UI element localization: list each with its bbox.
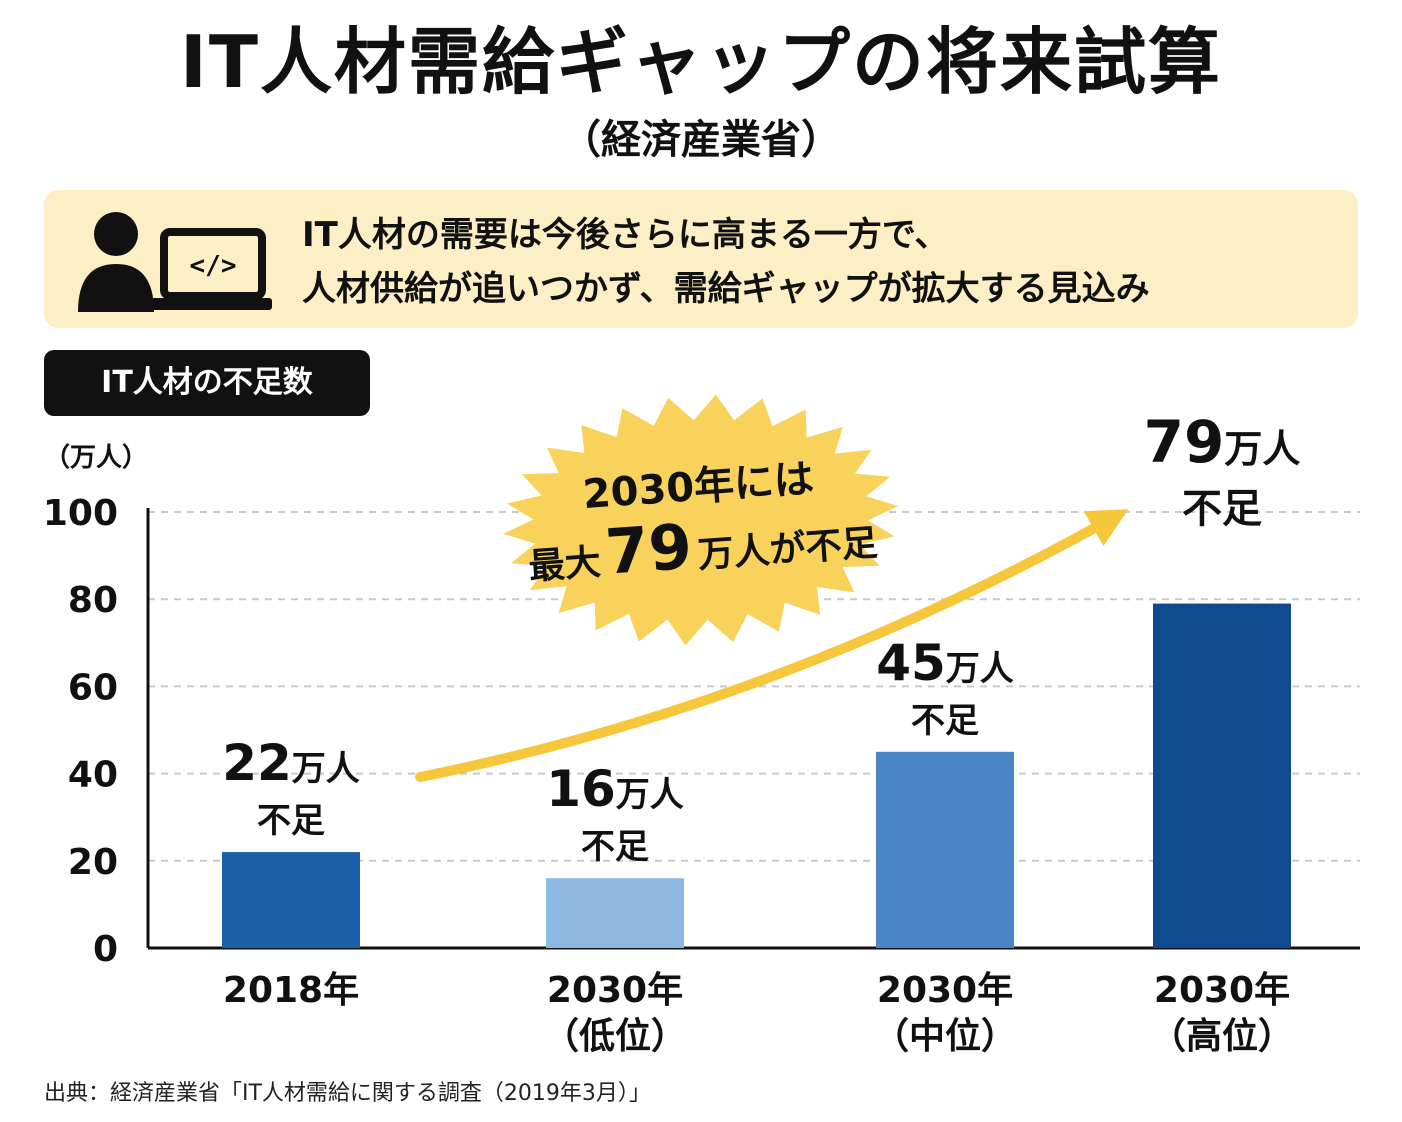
- x-tick-sublabel: （中位）: [873, 1016, 1017, 1057]
- x-tick-label: 2030年: [547, 970, 683, 1011]
- data-label-unit: 万人: [292, 749, 360, 789]
- page-subtitle: （経済産業省）: [561, 117, 841, 163]
- bar-3: [876, 751, 1014, 948]
- burst-shape: [503, 394, 899, 646]
- axis-layer: 0 20 40 60 80 100 2018年 2030年 （低位） 2030年 （中位） 2030年…: [43, 493, 1360, 1057]
- x-tick-sublabel: （高位）: [1150, 1016, 1294, 1057]
- x-tick-label: 2018年: [223, 970, 359, 1011]
- data-label-word: 不足: [581, 827, 649, 867]
- data-label: 45万人: [876, 634, 1014, 692]
- callout-prefix: 最大: [527, 542, 602, 588]
- trend-arrow: [415, 509, 1129, 782]
- callout-burst: 2030年には 最大 79 万人が不足: [503, 394, 899, 646]
- section-label: IT人材の不足数: [44, 350, 370, 416]
- x-tick-label: 2030年: [877, 970, 1013, 1011]
- data-label-word: 不足: [257, 801, 325, 841]
- page-title: IT人材需給ギャップの将来試算: [180, 20, 1222, 104]
- data-label-number: 22: [222, 734, 292, 792]
- bar-1: [222, 852, 360, 948]
- data-label-number: 16: [546, 760, 616, 818]
- y-tick-label: 60: [68, 667, 118, 708]
- source-footnote: 出典：経済産業省「IT人材需給に関する調査（2019年3月）」: [44, 1081, 651, 1106]
- y-tick-label: 40: [68, 755, 118, 796]
- x-tick-label: 2030年: [1154, 970, 1290, 1011]
- info-line-2: 人材供給が追いつかず、需給ギャップが拡大する見込み: [302, 269, 1150, 309]
- data-label: 22万人: [222, 734, 360, 792]
- data-label-unit: 万人: [946, 649, 1014, 689]
- info-text: IT人材の需要は今後さらに高まる一方で、 人材供給が追いつかず、需給ギャップが拡…: [302, 208, 1150, 316]
- y-tick-label: 0: [93, 929, 118, 970]
- x-tick-sublabel: （低位）: [543, 1016, 687, 1057]
- data-label-word: 不足: [1182, 486, 1262, 532]
- code-glyph: </>: [190, 251, 237, 281]
- bar-2: [546, 878, 684, 948]
- data-label: 79万人: [1144, 408, 1301, 476]
- y-tick-label: 80: [68, 580, 118, 621]
- data-label-number: 79: [1144, 408, 1225, 476]
- info-banner: </> IT人材の需要は今後さらに高まる一方で、 人材供給が追いつかず、需給ギャ…: [44, 190, 1358, 328]
- data-label-unit: 万人: [616, 775, 684, 815]
- shortage-bar-chart: （万人） 0 20 40 60 80 100 2018年 2030年 （低位） 2030年 （中位）…: [43, 394, 1360, 1057]
- info-line-1: IT人材の需要は今後さらに高まる一方で、: [302, 215, 949, 255]
- data-label-number: 45: [876, 634, 946, 692]
- data-label-unit: 万人: [1224, 427, 1300, 471]
- y-tick-label: 20: [68, 842, 118, 883]
- callout-number: 79: [603, 510, 694, 589]
- person-laptop-code-icon: </>: [78, 212, 272, 312]
- bar-4: [1153, 603, 1291, 948]
- bar-layer: [222, 603, 1291, 948]
- data-label: 16万人: [546, 760, 684, 818]
- data-label-word: 不足: [911, 701, 979, 741]
- y-tick-label: 100: [43, 493, 118, 534]
- y-axis-unit: （万人）: [44, 443, 148, 473]
